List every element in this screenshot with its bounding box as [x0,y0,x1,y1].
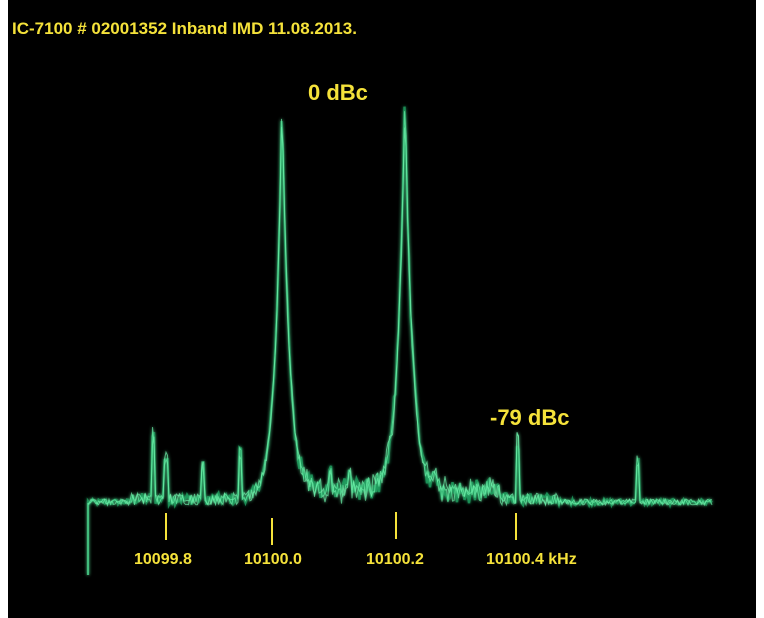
trace-line [87,126,713,575]
frequency-ticks [165,512,517,545]
left-margin [0,0,8,618]
carrier-label: 0 dBc [308,80,368,105]
right-margin [756,0,764,618]
freq-label: 10100.2 [366,551,424,568]
spectrum-trace [86,106,713,575]
imd-label: -79 dBc [490,405,569,430]
title: IC-7100 # 02001352 Inband IMD 11.08.2013… [12,19,357,38]
freq-label: 10099.8 [134,551,192,568]
freq-label: 10100.0 [244,551,302,568]
freq-label: 10100.4 kHz [486,551,577,568]
